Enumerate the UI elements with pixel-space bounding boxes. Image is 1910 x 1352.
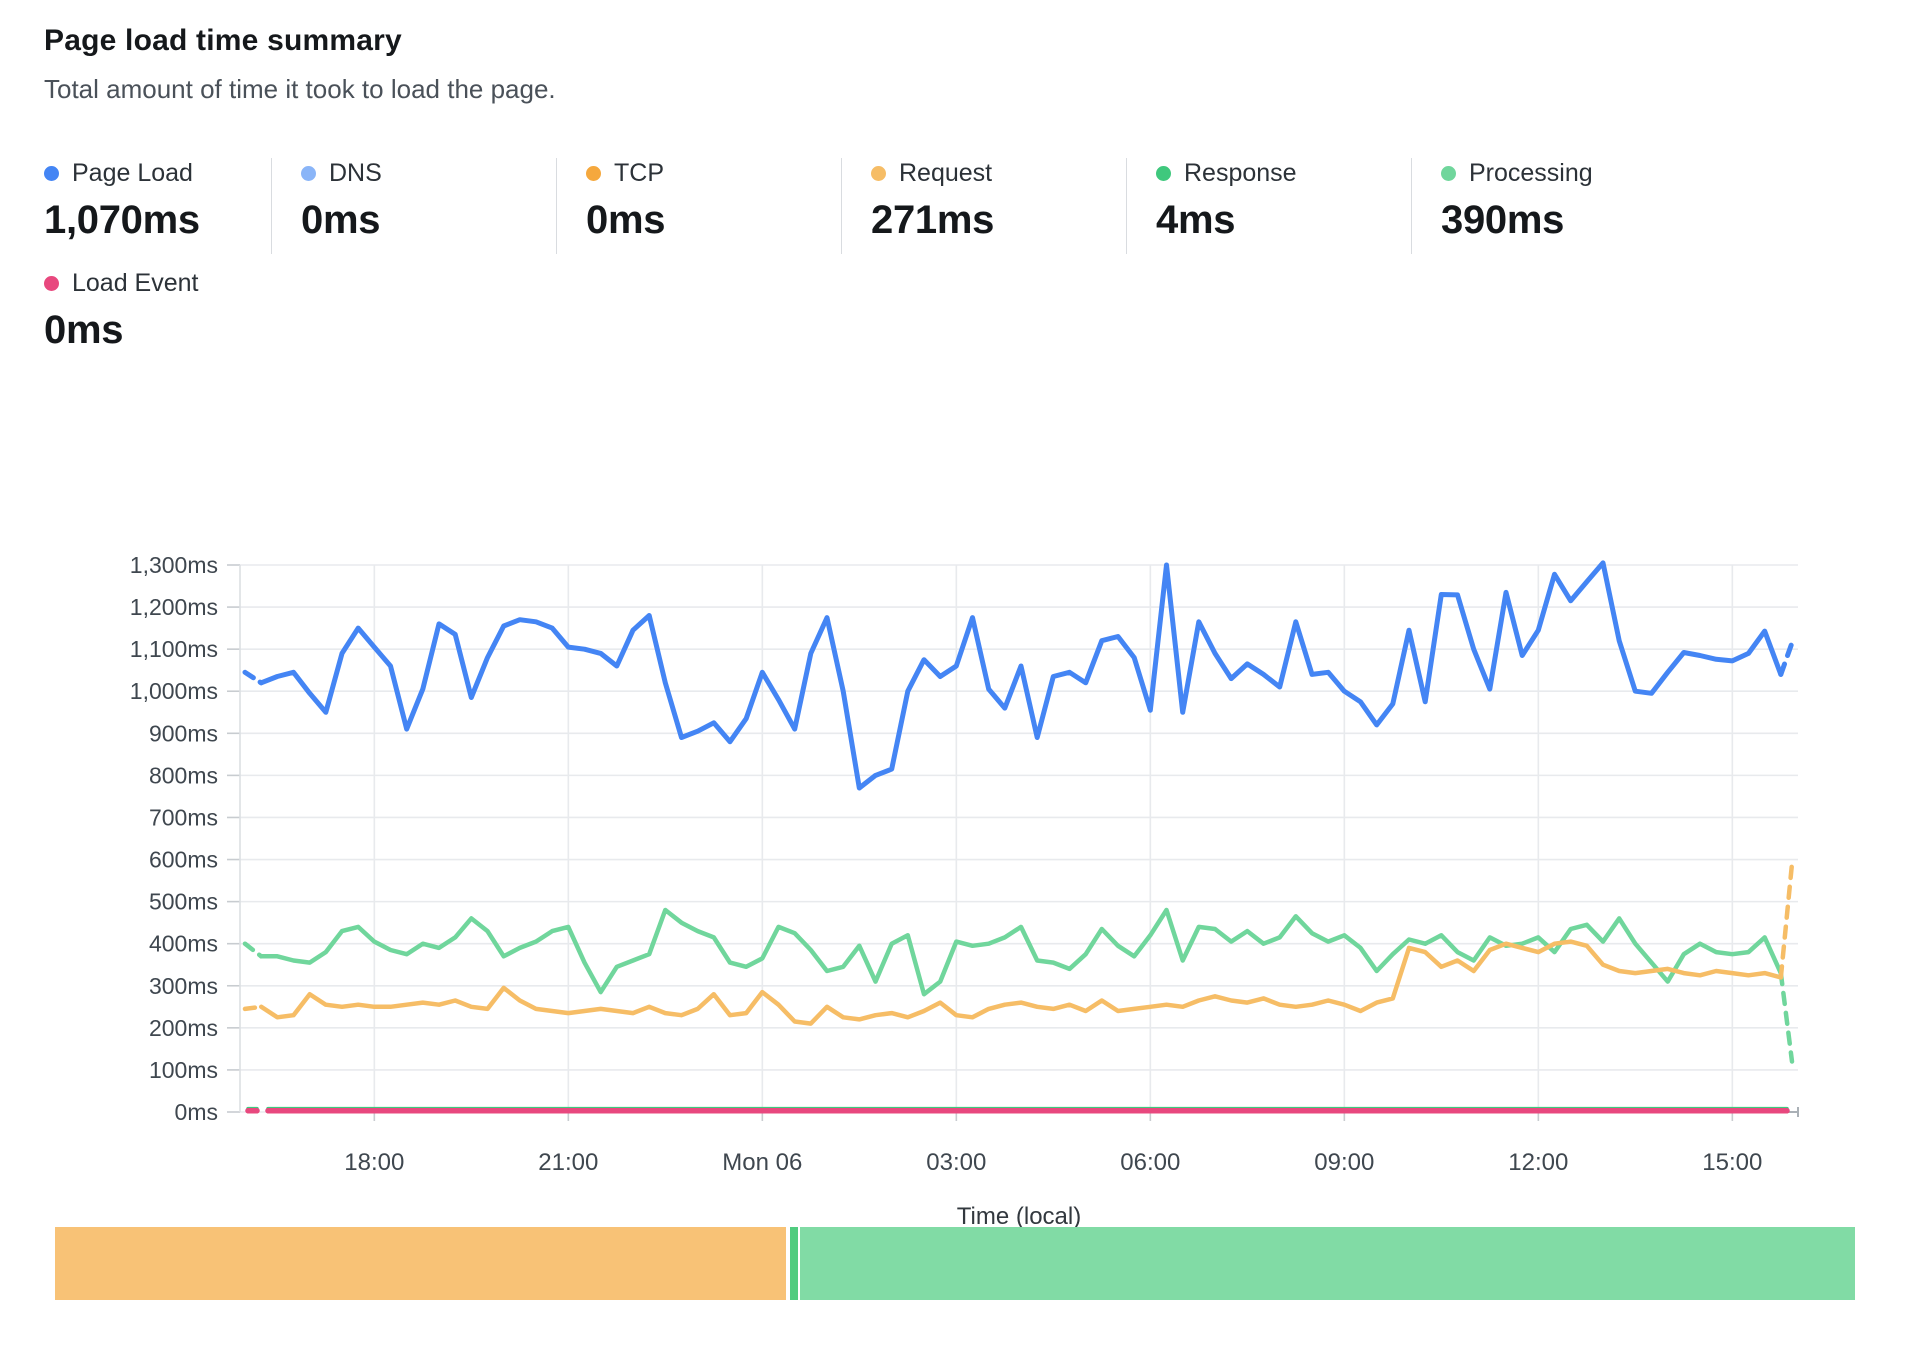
metric-value: 0ms (301, 198, 381, 242)
page-load-line (258, 560, 1784, 791)
metric-label-row: Load Event (44, 268, 271, 298)
metric-label-row: Request (871, 158, 1126, 188)
x-axis-label: 21:00 (538, 1149, 598, 1176)
metric-value: 271ms (871, 198, 995, 242)
metric-load-event: Load Event 0ms (44, 268, 271, 364)
y-axis-label: 300ms (149, 973, 218, 999)
processing-line (242, 941, 264, 959)
processing-legend-dot (1441, 165, 1456, 181)
y-axis-label: 800ms (149, 762, 218, 788)
x-axis-label: 03:00 (926, 1149, 986, 1176)
metric-request: Request 271ms (841, 158, 1126, 254)
metric-tcp: TCP 0ms (556, 158, 841, 254)
page-load-legend-dot (44, 165, 59, 181)
timing-breakdown-bar (55, 1227, 1855, 1300)
dns-legend-dot (301, 165, 316, 181)
x-axis-label: 15:00 (1702, 1149, 1762, 1176)
y-axis-label: 200ms (149, 1015, 218, 1041)
y-axis-label: 1,300ms (130, 552, 218, 578)
processing-line (258, 907, 1784, 997)
metric-response: Response 4ms (1126, 158, 1411, 254)
metric-value: 0ms (586, 198, 666, 242)
request-legend-dot (871, 165, 886, 181)
y-axis-label: 400ms (149, 931, 218, 957)
request-share (55, 1227, 786, 1300)
metric-label: DNS (329, 158, 382, 187)
y-axis-label: 700ms (149, 804, 218, 830)
metric-label: TCP (614, 158, 664, 187)
x-axis-label: 09:00 (1314, 1149, 1374, 1176)
y-axis-label: 600ms (149, 847, 218, 873)
metric-label: Response (1184, 158, 1297, 187)
metrics-row: Page Load 1,070ms DNS 0ms TCP 0ms Request 271ms… (44, 158, 1696, 254)
load-event-legend-dot (44, 275, 59, 291)
metric-label: Page Load (72, 158, 193, 187)
x-axis-label: Mon 06 (722, 1149, 802, 1176)
request-line (258, 939, 1784, 1026)
load-event-metric: Load Event 0ms (44, 268, 271, 364)
y-axis-label: 900ms (149, 720, 218, 746)
request-line (242, 1004, 264, 1012)
x-axis-label: 06:00 (1120, 1149, 1180, 1176)
processing-line (1778, 970, 1795, 1064)
metric-label: Load Event (72, 268, 199, 297)
metric-dns: DNS 0ms (271, 158, 556, 254)
page-load-line (1778, 640, 1795, 677)
y-axis-label: 0ms (175, 1099, 218, 1125)
y-axis-label: 1,000ms (130, 678, 218, 704)
x-axis-label: 18:00 (344, 1149, 404, 1176)
x-axis-title: Time (local) (957, 1203, 1081, 1230)
metric-label-row: DNS (301, 158, 556, 188)
page-title: Page load time summary (44, 24, 402, 57)
y-axis-label: 1,200ms (130, 594, 218, 620)
metric-label-row: Page Load (44, 158, 271, 188)
metric-label-row: TCP (586, 158, 841, 188)
y-axis-label: 500ms (149, 889, 218, 915)
x-axis-label: 12:00 (1508, 1149, 1568, 1176)
page-subtitle: Total amount of time it took to load the… (44, 74, 556, 104)
response-share (789, 1227, 798, 1300)
processing-share (799, 1227, 1855, 1300)
metric-processing: Processing 390ms (1411, 158, 1696, 254)
tcp-legend-dot (586, 165, 601, 181)
metric-value: 4ms (1156, 198, 1236, 242)
y-axis-label: 1,100ms (130, 636, 218, 662)
response-legend-dot (1156, 165, 1171, 181)
metric-label-row: Processing (1441, 158, 1696, 188)
metric-label: Request (899, 158, 993, 187)
page-load-line (242, 669, 264, 686)
timeseries-chart: 0ms 100ms 200ms 300ms 400ms 500ms 600ms 700ms 80… (130, 552, 1799, 1230)
metric-value: 390ms (1441, 198, 1565, 242)
metric-page-load: Page Load 1,070ms (44, 158, 271, 254)
metric-label-row: Response (1156, 158, 1411, 188)
metric-label: Processing (1469, 158, 1593, 187)
y-axis-label: 100ms (149, 1057, 218, 1083)
metric-value: 0ms (44, 308, 124, 352)
metric-value: 1,070ms (44, 198, 200, 242)
request-line (1778, 861, 1795, 980)
